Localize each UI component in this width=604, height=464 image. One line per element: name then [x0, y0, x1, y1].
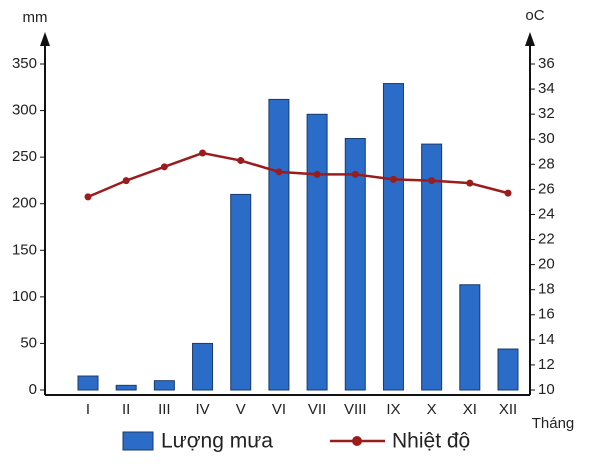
point [122, 177, 130, 185]
bar [382, 83, 404, 391]
x-tick-label: IV [195, 401, 209, 418]
point [466, 179, 474, 187]
y2-tick-label: 16 [538, 306, 555, 323]
bar [497, 348, 519, 391]
y-axis-label: mm [23, 9, 48, 26]
y-tick-label: 200 [12, 195, 37, 212]
x-axis-label: Tháng [532, 415, 575, 432]
bar [115, 384, 137, 391]
bar [77, 375, 99, 391]
bar [459, 284, 481, 391]
bar [421, 143, 443, 391]
legend-swatch [122, 431, 154, 451]
x-tick-label: V [236, 401, 246, 418]
y2-tick-label: 24 [538, 205, 555, 222]
point [199, 149, 207, 157]
y-tick-label: 50 [20, 334, 37, 351]
bar [306, 113, 328, 391]
y2-tick-label: 18 [538, 281, 555, 298]
line [87, 151, 509, 199]
bar [192, 342, 214, 391]
y2-tick-label: 20 [538, 256, 555, 273]
point [160, 163, 168, 171]
point [313, 170, 321, 178]
y-tick-label: 100 [12, 288, 37, 305]
y-tick-label: 250 [12, 148, 37, 165]
point [504, 189, 512, 197]
y2-tick-label: 26 [538, 180, 555, 197]
y2-tick-label: 36 [538, 55, 555, 72]
point [275, 168, 283, 176]
x-tick-label: VII [308, 401, 326, 418]
x-tick-label: II [122, 401, 130, 418]
y-tick-label: 0 [29, 381, 37, 398]
y2-tick-label: 10 [538, 381, 555, 398]
legend-swatch [352, 436, 362, 446]
y-tick-label: 300 [12, 102, 37, 119]
y2-tick-label: 22 [538, 231, 555, 248]
y2-tick-label: 12 [538, 356, 555, 373]
x-tick-label: XII [499, 401, 517, 418]
point [428, 177, 436, 185]
arrow [525, 32, 535, 46]
arrow [40, 32, 50, 46]
y2-tick-label: 30 [538, 130, 555, 147]
x-tick-label: III [158, 401, 171, 418]
x-tick-label: I [86, 401, 90, 418]
point [237, 157, 245, 165]
bar [153, 380, 175, 391]
y2-tick-label: 14 [538, 331, 555, 348]
y2-tick-label: 34 [538, 80, 555, 97]
legend-label: Nhiệt độ [392, 430, 470, 453]
axes [44, 40, 531, 396]
point [84, 193, 92, 201]
bar [344, 138, 366, 391]
x-tick-label: VIII [344, 401, 367, 418]
point [351, 170, 359, 178]
bar [230, 193, 252, 391]
x-tick-label: X [427, 401, 437, 418]
y2-tick-label: 28 [538, 155, 555, 172]
y-tick-label: 150 [12, 241, 37, 258]
point [389, 175, 397, 183]
y2-axis-label: oC [525, 7, 544, 24]
y2-tick-label: 32 [538, 105, 555, 122]
x-tick-label: IX [386, 401, 400, 418]
y-tick-label: 350 [12, 55, 37, 72]
bar [268, 98, 290, 391]
x-tick-label: XI [463, 401, 477, 418]
legend-label: Lượng mưa [161, 430, 273, 453]
x-tick-label: VI [272, 401, 286, 418]
